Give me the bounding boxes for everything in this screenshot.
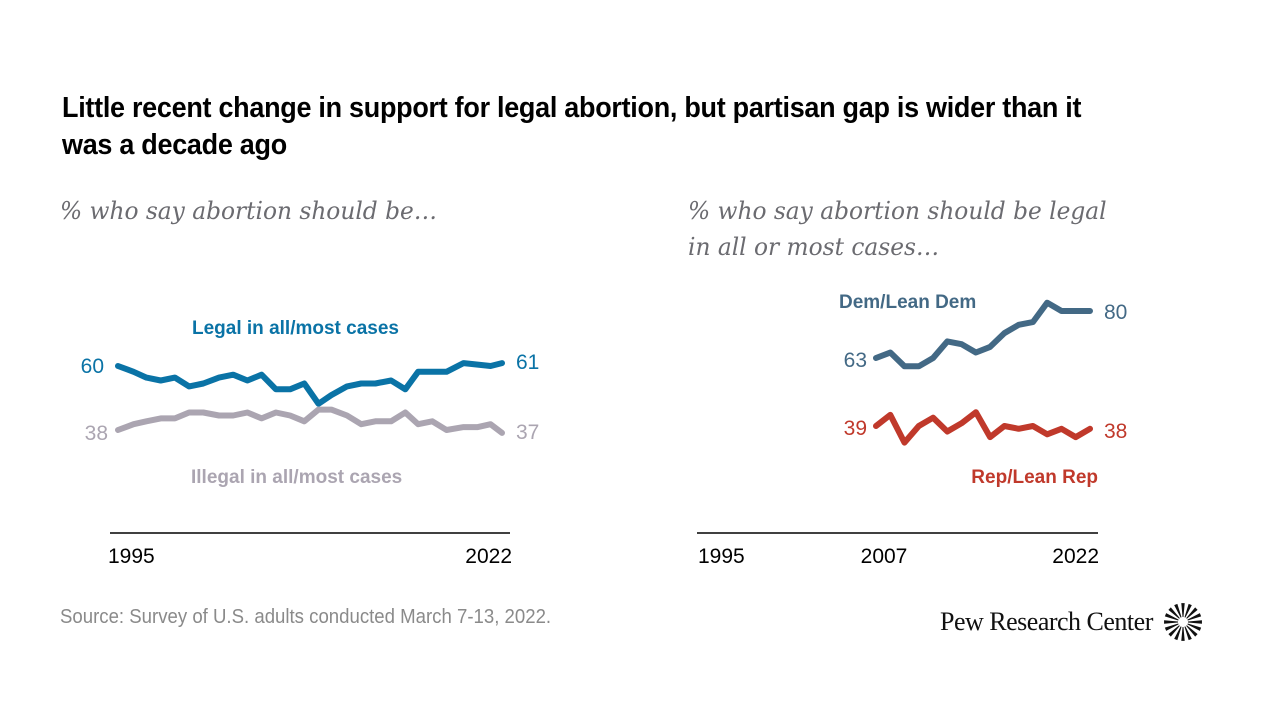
source-note: Source: Survey of U.S. adults conducted … [60, 606, 552, 628]
logo-text: Pew Research Center [940, 607, 1153, 636]
sunburst-ray [1181, 603, 1185, 618]
sunburst-ray [1181, 626, 1185, 641]
illegal-end-label: 37 [516, 421, 539, 444]
legal-end-label: 61 [516, 351, 539, 374]
sunburst-ray [1174, 626, 1182, 641]
legend-dem: Dem/Lean Dem [839, 292, 976, 313]
right-chart: 1995 2007 2022 63 80 39 38 Dem/Lean Dem … [697, 292, 1127, 568]
sunburst-ray [1187, 620, 1202, 624]
legend-illegal: Illegal in all/most cases [191, 467, 402, 488]
dem-end-label: 80 [1104, 301, 1127, 324]
sunburst-ray [1184, 603, 1192, 618]
sunburst-ray [1186, 625, 1198, 637]
sunburst-ray [1164, 623, 1179, 631]
legend-rep: Rep/Lean Rep [971, 467, 1098, 488]
sunburst-ray [1174, 603, 1182, 618]
illegal-start-label: 38 [85, 422, 108, 445]
left-chart-subtitle: % who say abortion should be… [60, 197, 438, 225]
dem-start-label: 63 [844, 349, 867, 372]
right-x-tick-2007: 2007 [861, 545, 908, 568]
rep-end-label: 38 [1104, 420, 1127, 443]
legal-start-label: 60 [81, 355, 104, 378]
right-x-tick-2022: 2022 [1052, 545, 1099, 568]
sunburst-ray [1187, 623, 1201, 631]
left-chart: 1995 2022 60 61 38 37 Legal in all/most … [81, 318, 540, 568]
pew-logo: Pew Research Center [940, 602, 1203, 642]
sunburst-ray [1168, 625, 1180, 637]
pew-sunburst-icon [1163, 603, 1202, 641]
left-x-tick-2022: 2022 [465, 545, 512, 568]
sunburst-ray [1164, 613, 1179, 621]
series-line-illegal [115, 406, 505, 436]
chart-title: Little recent change in support for lega… [62, 92, 1082, 161]
right-x-tick-1995: 1995 [698, 545, 745, 568]
series-line-dem [873, 299, 1093, 370]
left-x-tick-1995: 1995 [108, 545, 155, 568]
series-line-rep [873, 409, 1093, 446]
sunburst-ray [1163, 620, 1178, 624]
series-line-legal [115, 360, 505, 407]
right-chart-subtitle: % who say abortion should be legal in al… [688, 197, 1107, 261]
rep-start-label: 39 [844, 417, 867, 440]
sunburst-ray [1168, 607, 1180, 619]
sunburst-ray [1186, 607, 1198, 619]
sunburst-ray [1184, 626, 1192, 641]
sunburst-ray [1187, 613, 1201, 621]
legend-legal: Legal in all/most cases [192, 318, 399, 339]
